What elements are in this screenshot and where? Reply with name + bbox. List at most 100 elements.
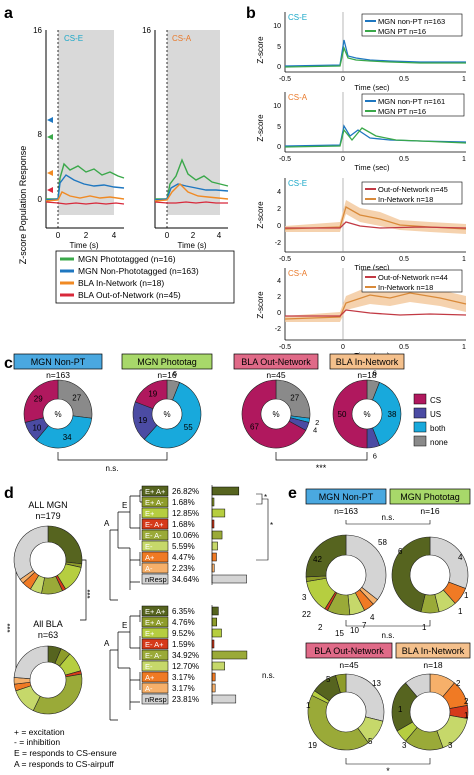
e-lbl: 15 <box>335 629 344 638</box>
donut-e-0-slice <box>345 534 387 601</box>
row-code: E+ A+ <box>145 607 166 616</box>
donut-value-label: 67 <box>250 423 259 432</box>
c-title-3: BLA In-Network <box>336 357 399 367</box>
row-code: E- A+ <box>145 520 164 529</box>
row-code: nResp <box>145 695 167 704</box>
donut-d-mgn-slice <box>47 525 83 565</box>
donut-c-0-slice <box>35 415 93 449</box>
row-bar <box>211 683 216 693</box>
row-pct: 4.47% <box>172 553 195 562</box>
e-lbl: 13 <box>372 679 381 688</box>
panel-b-ylabel-1: Z-score <box>256 36 265 64</box>
legend-item: MGN non-PT n=163 <box>378 17 445 26</box>
row-code: A- <box>145 684 153 693</box>
d-dendro-a-2: A <box>104 639 110 648</box>
x-tick: 1 <box>462 156 466 163</box>
d-key: + = excitation - = inhibition E = respon… <box>14 727 117 769</box>
row-code: E- <box>145 662 153 671</box>
trace-npt <box>284 39 466 67</box>
tag: CS-A <box>288 269 308 278</box>
trace-out <box>45 201 125 205</box>
e-lbl: 1 <box>458 607 463 616</box>
row-bar <box>211 650 248 660</box>
e-lbl: 1 <box>398 705 403 714</box>
legend-item: Out-of-Network n=45 <box>378 185 448 194</box>
row-pct: 23.81% <box>172 695 199 704</box>
x-tick: 0.5 <box>399 344 409 351</box>
donut-value-label: 6 <box>173 369 177 378</box>
donut-e-3-slice <box>405 673 431 698</box>
band-in <box>285 200 466 234</box>
x-tick-0: 0 <box>56 231 61 240</box>
d-bracket-right <box>80 559 87 621</box>
trace-pt <box>46 162 125 200</box>
y-tick-16: 16 <box>33 26 42 35</box>
row-code-box <box>141 551 169 563</box>
legend-us: US <box>430 410 441 419</box>
legend-item: In-Network n=18 <box>378 283 433 292</box>
row-code: E- A+ <box>145 640 164 649</box>
e-lbl: 2 <box>318 623 323 632</box>
panel-b-sub1: CS-E 10 5 0 MGN non-PT n=163 MGN PT n=16… <box>273 12 466 92</box>
y-tick: 10 <box>273 103 281 110</box>
row-code-box <box>141 518 169 530</box>
e-bracket-mid <box>345 620 431 627</box>
d-all-bla-n: n=63 <box>38 630 58 640</box>
donut-e-2-slice <box>307 694 369 751</box>
panel-b-sub4: CS-A 4 2 0 -2 Out-of-Network n=44 In-Net… <box>275 268 467 360</box>
panel-c-legend: CS US both none <box>413 393 448 447</box>
e-title-3: BLA In-Network <box>402 646 465 656</box>
row-code-box <box>141 616 169 628</box>
donut-d-bla-slice <box>32 673 83 715</box>
row-bar <box>211 563 215 573</box>
e-lbl: 1 <box>422 623 427 632</box>
row-bar <box>211 486 240 496</box>
trace-in <box>45 191 125 202</box>
row-code-box <box>141 529 169 541</box>
legend-in: BLA In-Network (n=18) <box>78 278 164 288</box>
x-tick: -0.5 <box>279 156 291 163</box>
donut-value-label: 38 <box>388 410 397 419</box>
x-tick: -0.5 <box>279 344 291 351</box>
sig-right: *** <box>316 463 327 473</box>
d-mgn-sig-2: * <box>270 521 273 530</box>
row-code: nResp <box>145 575 167 584</box>
y-tick: 0 <box>277 64 281 71</box>
row-code-box <box>141 485 169 497</box>
e-sig-top: n.s. <box>382 513 395 522</box>
y-tick: -2 <box>275 240 281 247</box>
row-code: A+ <box>145 673 155 682</box>
d-dendro-e-2: E <box>122 621 127 630</box>
d-dendrogram-bla <box>109 610 141 721</box>
donut-center-label: % <box>272 410 279 419</box>
row-bar <box>211 672 216 682</box>
row-bar <box>211 661 225 671</box>
panel-c-titles: MGN Non-PT n=163 MGN Phototag n=16 BLA O… <box>13 353 405 380</box>
donut-value-label: 19 <box>138 416 147 425</box>
d-dendro-e-1: E <box>122 501 127 510</box>
trace-npt-r <box>154 183 229 201</box>
trace-pt <box>284 45 466 68</box>
donut-center-label: % <box>163 410 170 419</box>
e-lbl: 2 <box>464 697 469 706</box>
panel-a-plot-cse: 16 8 0 CS-E 0 2 4 Time (s) <box>33 26 125 250</box>
donut-value-label: 50 <box>338 410 347 419</box>
x-label: Time (s) <box>69 241 98 250</box>
e-sig-bottom: * <box>386 766 390 775</box>
tag: CS-A <box>288 93 308 102</box>
row-code-box <box>141 682 169 694</box>
sig-bracket-right <box>275 452 368 461</box>
panel-d-letter: d <box>4 485 14 502</box>
y-tick: 0 <box>277 144 281 151</box>
e-n-2: n=45 <box>339 660 358 670</box>
x-tick: 1 <box>462 76 466 83</box>
e-lbl: 5 <box>368 737 373 746</box>
x-tick: 0.5 <box>399 256 409 263</box>
legend-both: both <box>430 424 446 433</box>
row-pct: 9.52% <box>172 629 195 638</box>
c-n-2: n=45 <box>266 370 285 380</box>
row-code-box <box>141 573 169 585</box>
d-dendro-a-1: A <box>104 519 110 528</box>
e-title-2: BLA Out-Network <box>314 646 384 656</box>
